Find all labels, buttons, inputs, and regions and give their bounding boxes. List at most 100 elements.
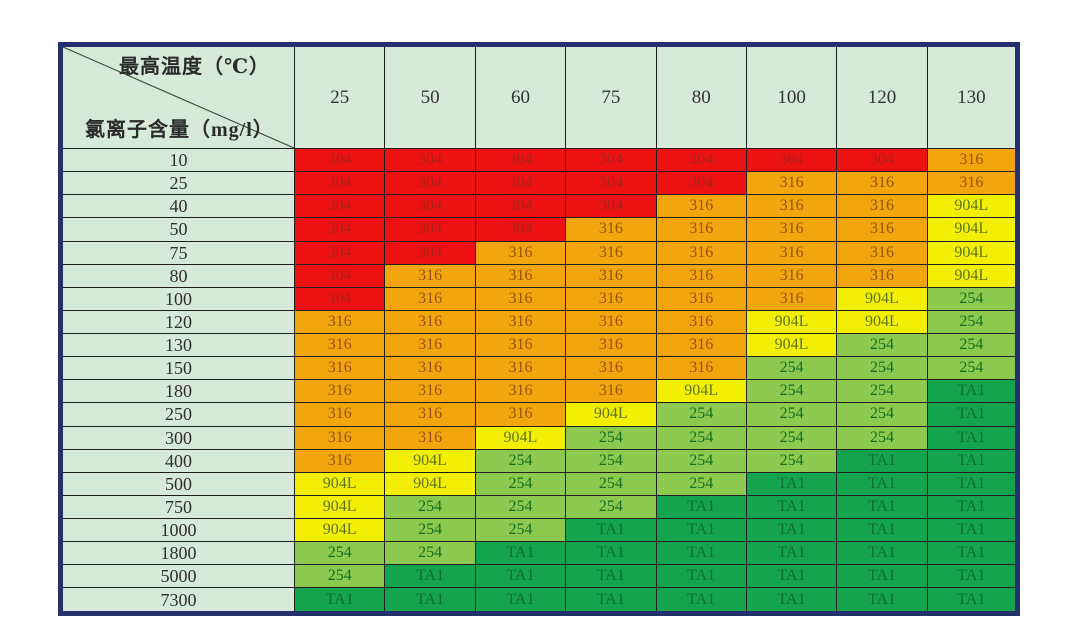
material-cell: 254 [655,448,747,473]
material-cell: TA1 [926,425,1019,450]
material-cell: TA1 [745,587,838,614]
material-cell: TA1 [836,564,928,589]
material-cell: 254 [474,448,567,473]
material-cell: 316 [565,356,657,381]
material-cell: 254 [926,309,1019,335]
material-cell: 304 [474,217,567,242]
material-cell: 254 [474,494,567,520]
material-cell: TA1 [655,494,747,520]
material-cell: 904L [836,286,928,311]
material-cell: TA1 [926,517,1019,543]
material-cell: TA1 [836,517,928,543]
chloride-row-header: 75 [60,240,295,265]
material-cell: 316 [293,332,386,358]
material-cell: 904L [384,448,476,473]
temperature-column-header: 80 [655,44,747,149]
header-row: 最高温度（℃） 氯离子含量（mg/l） 25 50 60 75 80 100 120 130 [60,44,1019,149]
material-cell: TA1 [926,587,1019,614]
material-cell: 316 [384,425,476,450]
table-row: 500 904L 904L 254 254 254 TA1 TA1 TA1 [60,471,1019,496]
table-row: 10 304 304 304 304 304 304 304 316 [60,147,1019,173]
table-row: 1800 254 254 TA1 TA1 TA1 TA1 TA1 TA1 [60,541,1019,566]
material-cell: TA1 [293,587,386,614]
material-cell: 304 [293,240,386,265]
chloride-row-header: 130 [60,332,295,358]
material-cell: 304 [384,147,476,173]
material-cell: 304 [565,171,657,196]
material-cell: 904L [745,332,838,358]
temperature-column-header: 60 [474,44,567,149]
material-cell: 904L [926,240,1019,265]
chloride-row-header: 80 [60,263,295,288]
material-cell: 316 [293,379,386,404]
material-cell: TA1 [655,541,747,566]
material-cell: 904L [565,402,657,427]
material-cell: 316 [384,379,476,404]
chloride-row-header: 1000 [60,517,295,543]
table-row: 100 304 316 316 316 316 316 904L 254 [60,286,1019,311]
material-cell: 316 [745,194,838,219]
material-cell: TA1 [384,587,476,614]
material-cell: 254 [474,471,567,496]
chloride-row-header: 40 [60,194,295,219]
material-cell: 254 [565,471,657,496]
material-cell: 316 [565,263,657,288]
material-cell: 316 [474,332,567,358]
diagonal-divider [63,47,294,148]
material-cell: 316 [474,286,567,311]
chloride-row-header: 150 [60,356,295,381]
material-cell: 304 [565,194,657,219]
material-cell: TA1 [836,471,928,496]
material-cell: TA1 [836,587,928,614]
material-cell: 316 [926,171,1019,196]
material-cell: 316 [293,425,386,450]
material-cell: TA1 [655,587,747,614]
material-cell: 304 [655,147,747,173]
material-cell: TA1 [565,541,657,566]
chloride-row-header: 180 [60,379,295,404]
material-cell: TA1 [836,448,928,473]
material-cell: 316 [474,356,567,381]
material-cell: 304 [655,171,747,196]
material-cell: 254 [836,425,928,450]
material-cell: 304 [293,217,386,242]
material-cell: 304 [565,147,657,173]
table-body: 10 304 304 304 304 304 304 304 316 25 304 304 304 304… [60,147,1019,614]
material-cell: 316 [384,356,476,381]
material-cell: TA1 [565,517,657,543]
material-cell: 304 [745,147,838,173]
material-cell: TA1 [745,541,838,566]
table-row: 80 304 316 316 316 316 316 316 904L [60,263,1019,288]
material-cell: 254 [384,517,476,543]
table-row: 120 316 316 316 316 316 904L 904L 254 [60,309,1019,335]
material-cell: TA1 [926,379,1019,404]
material-cell: 316 [655,217,747,242]
table-row: 50 304 304 304 316 316 316 316 904L [60,217,1019,242]
material-cell: 254 [836,332,928,358]
material-cell: 316 [655,240,747,265]
chloride-row-header: 750 [60,494,295,520]
material-cell: 254 [565,425,657,450]
temperature-column-header: 120 [836,44,928,149]
material-cell: 904L [745,309,838,335]
material-cell: 316 [836,171,928,196]
material-cell: 254 [384,494,476,520]
material-cell: TA1 [926,402,1019,427]
material-cell: 316 [655,263,747,288]
material-cell: 254 [836,356,928,381]
material-cell: 904L [926,263,1019,288]
table-row: 25 304 304 304 304 304 316 316 316 [60,171,1019,196]
corner-header-cell: 最高温度（℃） 氯离子含量（mg/l） [60,44,295,149]
table-row: 250 316 316 316 904L 254 254 254 TA1 [60,402,1019,427]
table-row: 40 304 304 304 304 316 316 316 904L [60,194,1019,219]
chloride-row-header: 500 [60,471,295,496]
material-cell: TA1 [836,494,928,520]
material-cell: 316 [926,147,1019,173]
material-cell: 316 [384,286,476,311]
material-cell: 316 [565,217,657,242]
material-cell: 254 [384,541,476,566]
material-cell: 904L [293,517,386,543]
material-cell: TA1 [745,494,838,520]
material-cell: 254 [293,564,386,589]
material-cell: TA1 [926,448,1019,473]
